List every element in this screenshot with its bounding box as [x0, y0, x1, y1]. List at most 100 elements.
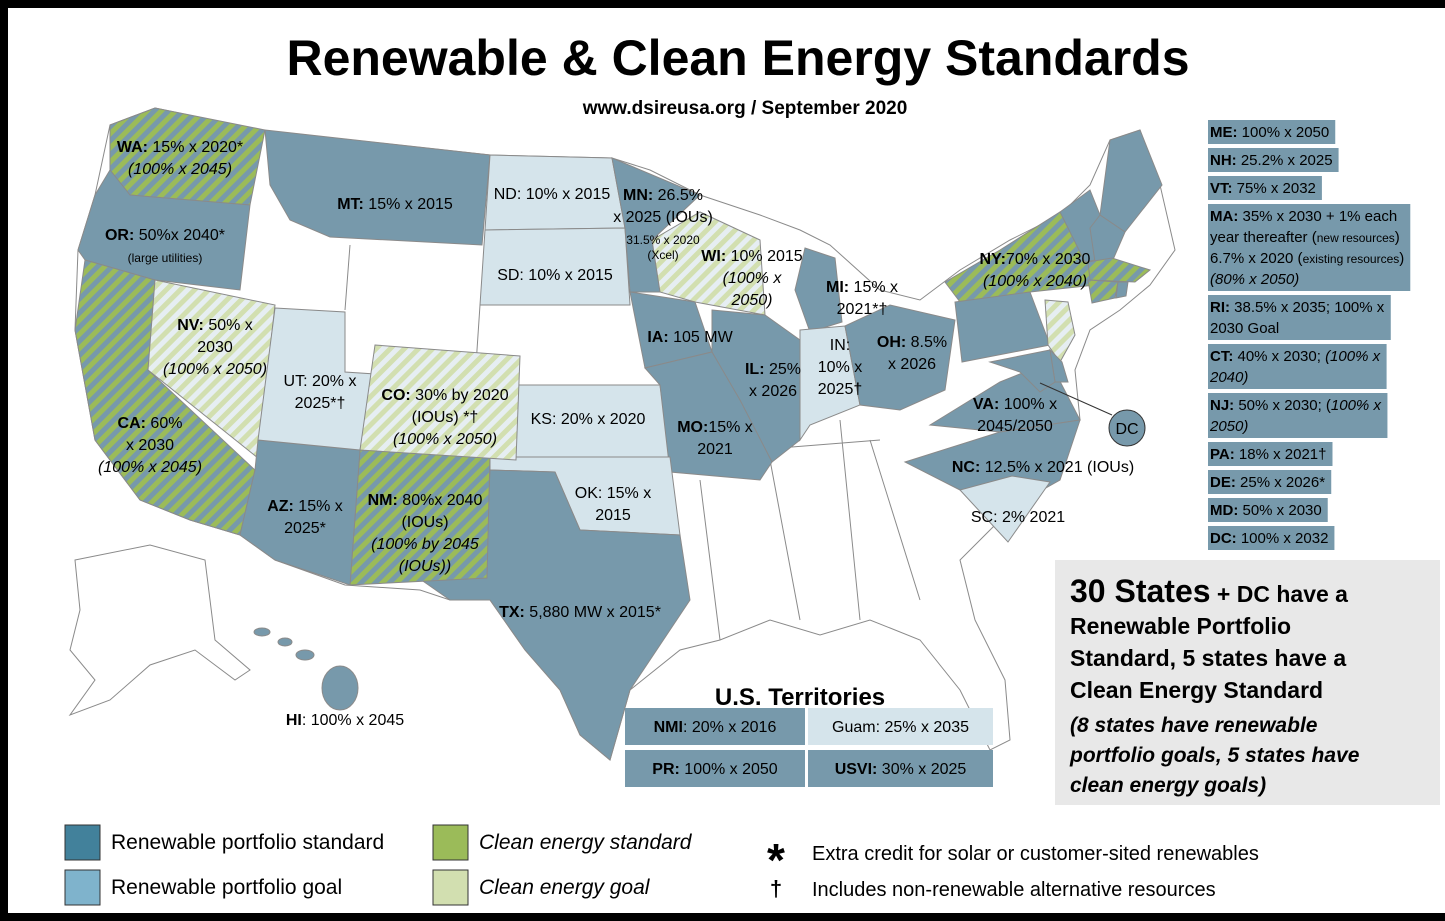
label-text: 60% [146, 415, 182, 432]
label-line: RI: 38.5% x 2035; 100% x [1210, 299, 1385, 316]
label-text: 2025* [284, 520, 326, 537]
label-text: 100% x [1331, 397, 1382, 414]
label-line: (100% x 2050) [163, 361, 267, 378]
label-line: TX: 5,880 MW x 2015* [499, 604, 661, 621]
label-text: IN: [830, 337, 850, 354]
label-text: 10% 2015 [726, 248, 803, 265]
label-text: x 2026 [888, 356, 936, 373]
label-text: 8.5% [906, 334, 947, 351]
label-text: 2050) [731, 292, 773, 309]
list-entry: DE: 25% x 2026* [1208, 470, 1332, 494]
state-label: CO: 30% by 2020 (IOUs) *† (100% x 2050) [381, 387, 508, 448]
label-text: 2040) [1209, 369, 1248, 386]
label-line: x 2026 [888, 356, 936, 373]
legend-swatch [432, 869, 469, 906]
label-text: 2025† [818, 381, 863, 398]
list-entry: VT: 75% x 2032 [1208, 176, 1322, 200]
list-box [1208, 176, 1322, 200]
label-line: 31.5% x 2020 [626, 233, 700, 247]
label-line: 2050) [1209, 418, 1248, 435]
label-text: HI [286, 712, 302, 729]
legend-label: Renewable portfolio goal [111, 876, 342, 899]
label-text: NJ: [1210, 397, 1234, 414]
label-text: (100% x 2045) [98, 459, 202, 476]
territories: U.S. Territories NMI: 20% x 2016 Guam: 25… [625, 684, 993, 787]
state-label: MT: 15% x 2015 [337, 196, 453, 213]
label-text: MO: [677, 419, 708, 436]
label-text: 10% x [818, 359, 862, 376]
label-text: CO: [381, 387, 410, 404]
label-text: 100% x 2050 [680, 761, 778, 778]
label-line: NY:70% x 2030 [980, 251, 1091, 268]
label-text: 2030 [197, 339, 233, 356]
label-line: NJ: 50% x 2030; (100% x [1210, 397, 1381, 414]
label-text: WA: [117, 139, 148, 156]
state-label: CA: 60% x 2030 (100% x 2045) [98, 415, 202, 476]
dc-leader [1039, 382, 1113, 416]
state [1089, 214, 1126, 263]
legend-swatch [432, 824, 469, 861]
label-text: DC: [1210, 530, 1237, 547]
label-line: SC: 2% 2021 [971, 509, 1065, 526]
label-text: 40% x 2030; [1233, 348, 1325, 365]
state-label: HI: 100% x 2045 [286, 712, 404, 729]
label-text: 50% x [204, 317, 253, 334]
territory-box [625, 750, 805, 787]
label-line: IA: 105 MW [647, 329, 733, 346]
label-text: MN: [623, 187, 653, 204]
label-line: HI: 100% x 2045 [286, 712, 404, 729]
label-text: 2015 [595, 507, 631, 524]
state-label: NY:70% x 2030 (100% x 2040) [980, 251, 1091, 290]
label-text: 70% x 2030 [1006, 251, 1091, 268]
label-text: IL: [745, 361, 765, 378]
label-text: (large utilities) [128, 251, 203, 265]
list-entry: MA: 35% x 2030 + 1% each year thereafter … [1208, 204, 1411, 291]
label-line: MN: 26.5% [623, 187, 703, 204]
label-text: 15% x [708, 419, 752, 436]
list-entry: CT: 40% x 2030; (100% x 2040) [1208, 344, 1387, 389]
list-box [1208, 344, 1387, 389]
label-text: ) [1399, 250, 1404, 267]
label-line: 2045/2050 [977, 418, 1053, 435]
label-text: Renewable Portfolio [1070, 613, 1291, 639]
list-box [1208, 442, 1333, 466]
label-line: CO: 30% by 2020 [381, 387, 508, 404]
label-text: 25% x 2026* [1236, 474, 1325, 491]
label-text: (8 states have renewable [1070, 714, 1318, 737]
label-text: (IOUs)) [399, 558, 451, 575]
label-text: ND: 10% x 2015 [494, 186, 611, 203]
title: Renewable & Clean Energy Standards [286, 30, 1189, 86]
label-text: NC: [952, 459, 980, 476]
label-text: x 2030 [126, 437, 174, 454]
label-line: (100% x 2040) [983, 273, 1087, 290]
label-line: 6.7% x 2020 (existing resources) [1210, 250, 1404, 267]
state-label: SC: 2% 2021 [971, 509, 1065, 526]
label-text: VT: [1210, 180, 1233, 197]
legend-symbol: † [770, 876, 782, 901]
label-text: (100% x 2040) [983, 273, 1087, 290]
label-text: 100% x 2032 [1237, 530, 1329, 547]
label-text: (100% x [1325, 348, 1381, 365]
label-line: (large utilities) [128, 251, 203, 265]
label-text: OK: 15% x [575, 485, 651, 502]
state-label: MO:15% x 2021 [677, 419, 753, 458]
label-line: MI: 15% x [826, 279, 898, 296]
label-text: portfolio goals, 5 states have [1069, 744, 1360, 767]
label-line: OH: 8.5% [877, 334, 947, 351]
label-line: 10% x [818, 359, 862, 376]
label-line: 2025*† [295, 395, 346, 412]
label-text: : 20% x 2016 [683, 719, 777, 736]
list-entry: NJ: 50% x 2030; (100% x 2050) [1208, 393, 1388, 438]
label-text: MI: [826, 279, 849, 296]
label-text: USVI: [835, 761, 878, 778]
label-line: KS: 20% x 2020 [531, 411, 646, 428]
label-text: NMI [654, 719, 683, 736]
label-text: 35% x 2030 + 1% each [1238, 208, 1397, 225]
label-text: UT: 20% x [284, 373, 357, 390]
label-line: (100% x [723, 270, 783, 287]
label-text: PR: [652, 761, 680, 778]
legend-symbol-label: Extra credit for solar or customer-sited… [812, 843, 1259, 865]
label-text: 2021*† [837, 301, 888, 318]
state [1087, 279, 1119, 304]
